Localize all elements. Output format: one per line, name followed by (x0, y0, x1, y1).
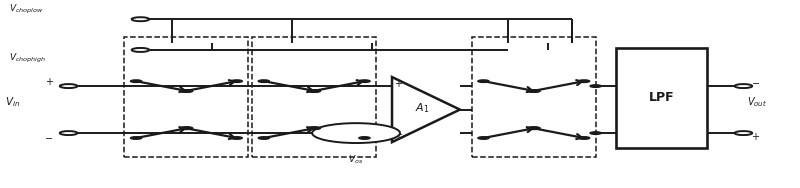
Circle shape (310, 90, 321, 92)
Text: $+$: $+$ (394, 129, 403, 140)
Text: $V_{out}$: $V_{out}$ (747, 96, 767, 109)
Bar (616, 48, 707, 148)
Text: $-$: $-$ (44, 132, 53, 142)
Circle shape (132, 48, 150, 52)
Circle shape (60, 131, 78, 135)
Circle shape (182, 90, 193, 92)
Text: LPF: LPF (649, 91, 674, 104)
Circle shape (258, 137, 270, 139)
Text: $-$: $-$ (751, 77, 760, 87)
Circle shape (578, 80, 590, 82)
Text: +: + (751, 132, 759, 142)
Circle shape (590, 85, 602, 87)
Text: +: + (394, 79, 402, 89)
Circle shape (258, 80, 270, 82)
Circle shape (734, 84, 752, 88)
Circle shape (231, 80, 242, 82)
Text: $A_1$: $A_1$ (415, 101, 430, 115)
Text: $V_{in}$: $V_{in}$ (5, 96, 20, 109)
Circle shape (529, 90, 540, 92)
Circle shape (478, 137, 489, 139)
Circle shape (734, 131, 752, 135)
Circle shape (310, 127, 321, 129)
Text: $V_{choplow}$: $V_{choplow}$ (9, 2, 43, 16)
Circle shape (231, 137, 242, 139)
Text: $V_{os}$: $V_{os}$ (349, 154, 364, 166)
Circle shape (180, 127, 191, 129)
Circle shape (312, 123, 400, 143)
Circle shape (132, 17, 150, 21)
Circle shape (529, 127, 540, 129)
Text: $V_{chophigh}$: $V_{chophigh}$ (9, 52, 46, 65)
Text: +: + (45, 77, 53, 86)
Bar (252, 37, 376, 157)
Circle shape (308, 90, 319, 92)
Circle shape (182, 127, 193, 129)
Circle shape (180, 90, 191, 92)
Circle shape (478, 80, 489, 82)
Circle shape (130, 137, 142, 139)
Circle shape (308, 127, 319, 129)
Circle shape (590, 132, 602, 134)
Circle shape (527, 90, 538, 92)
Circle shape (359, 137, 370, 139)
Circle shape (60, 84, 78, 88)
Circle shape (359, 80, 370, 82)
Circle shape (130, 80, 142, 82)
Bar (125, 37, 248, 157)
Circle shape (527, 127, 538, 129)
Circle shape (578, 137, 590, 139)
Bar (472, 37, 596, 157)
